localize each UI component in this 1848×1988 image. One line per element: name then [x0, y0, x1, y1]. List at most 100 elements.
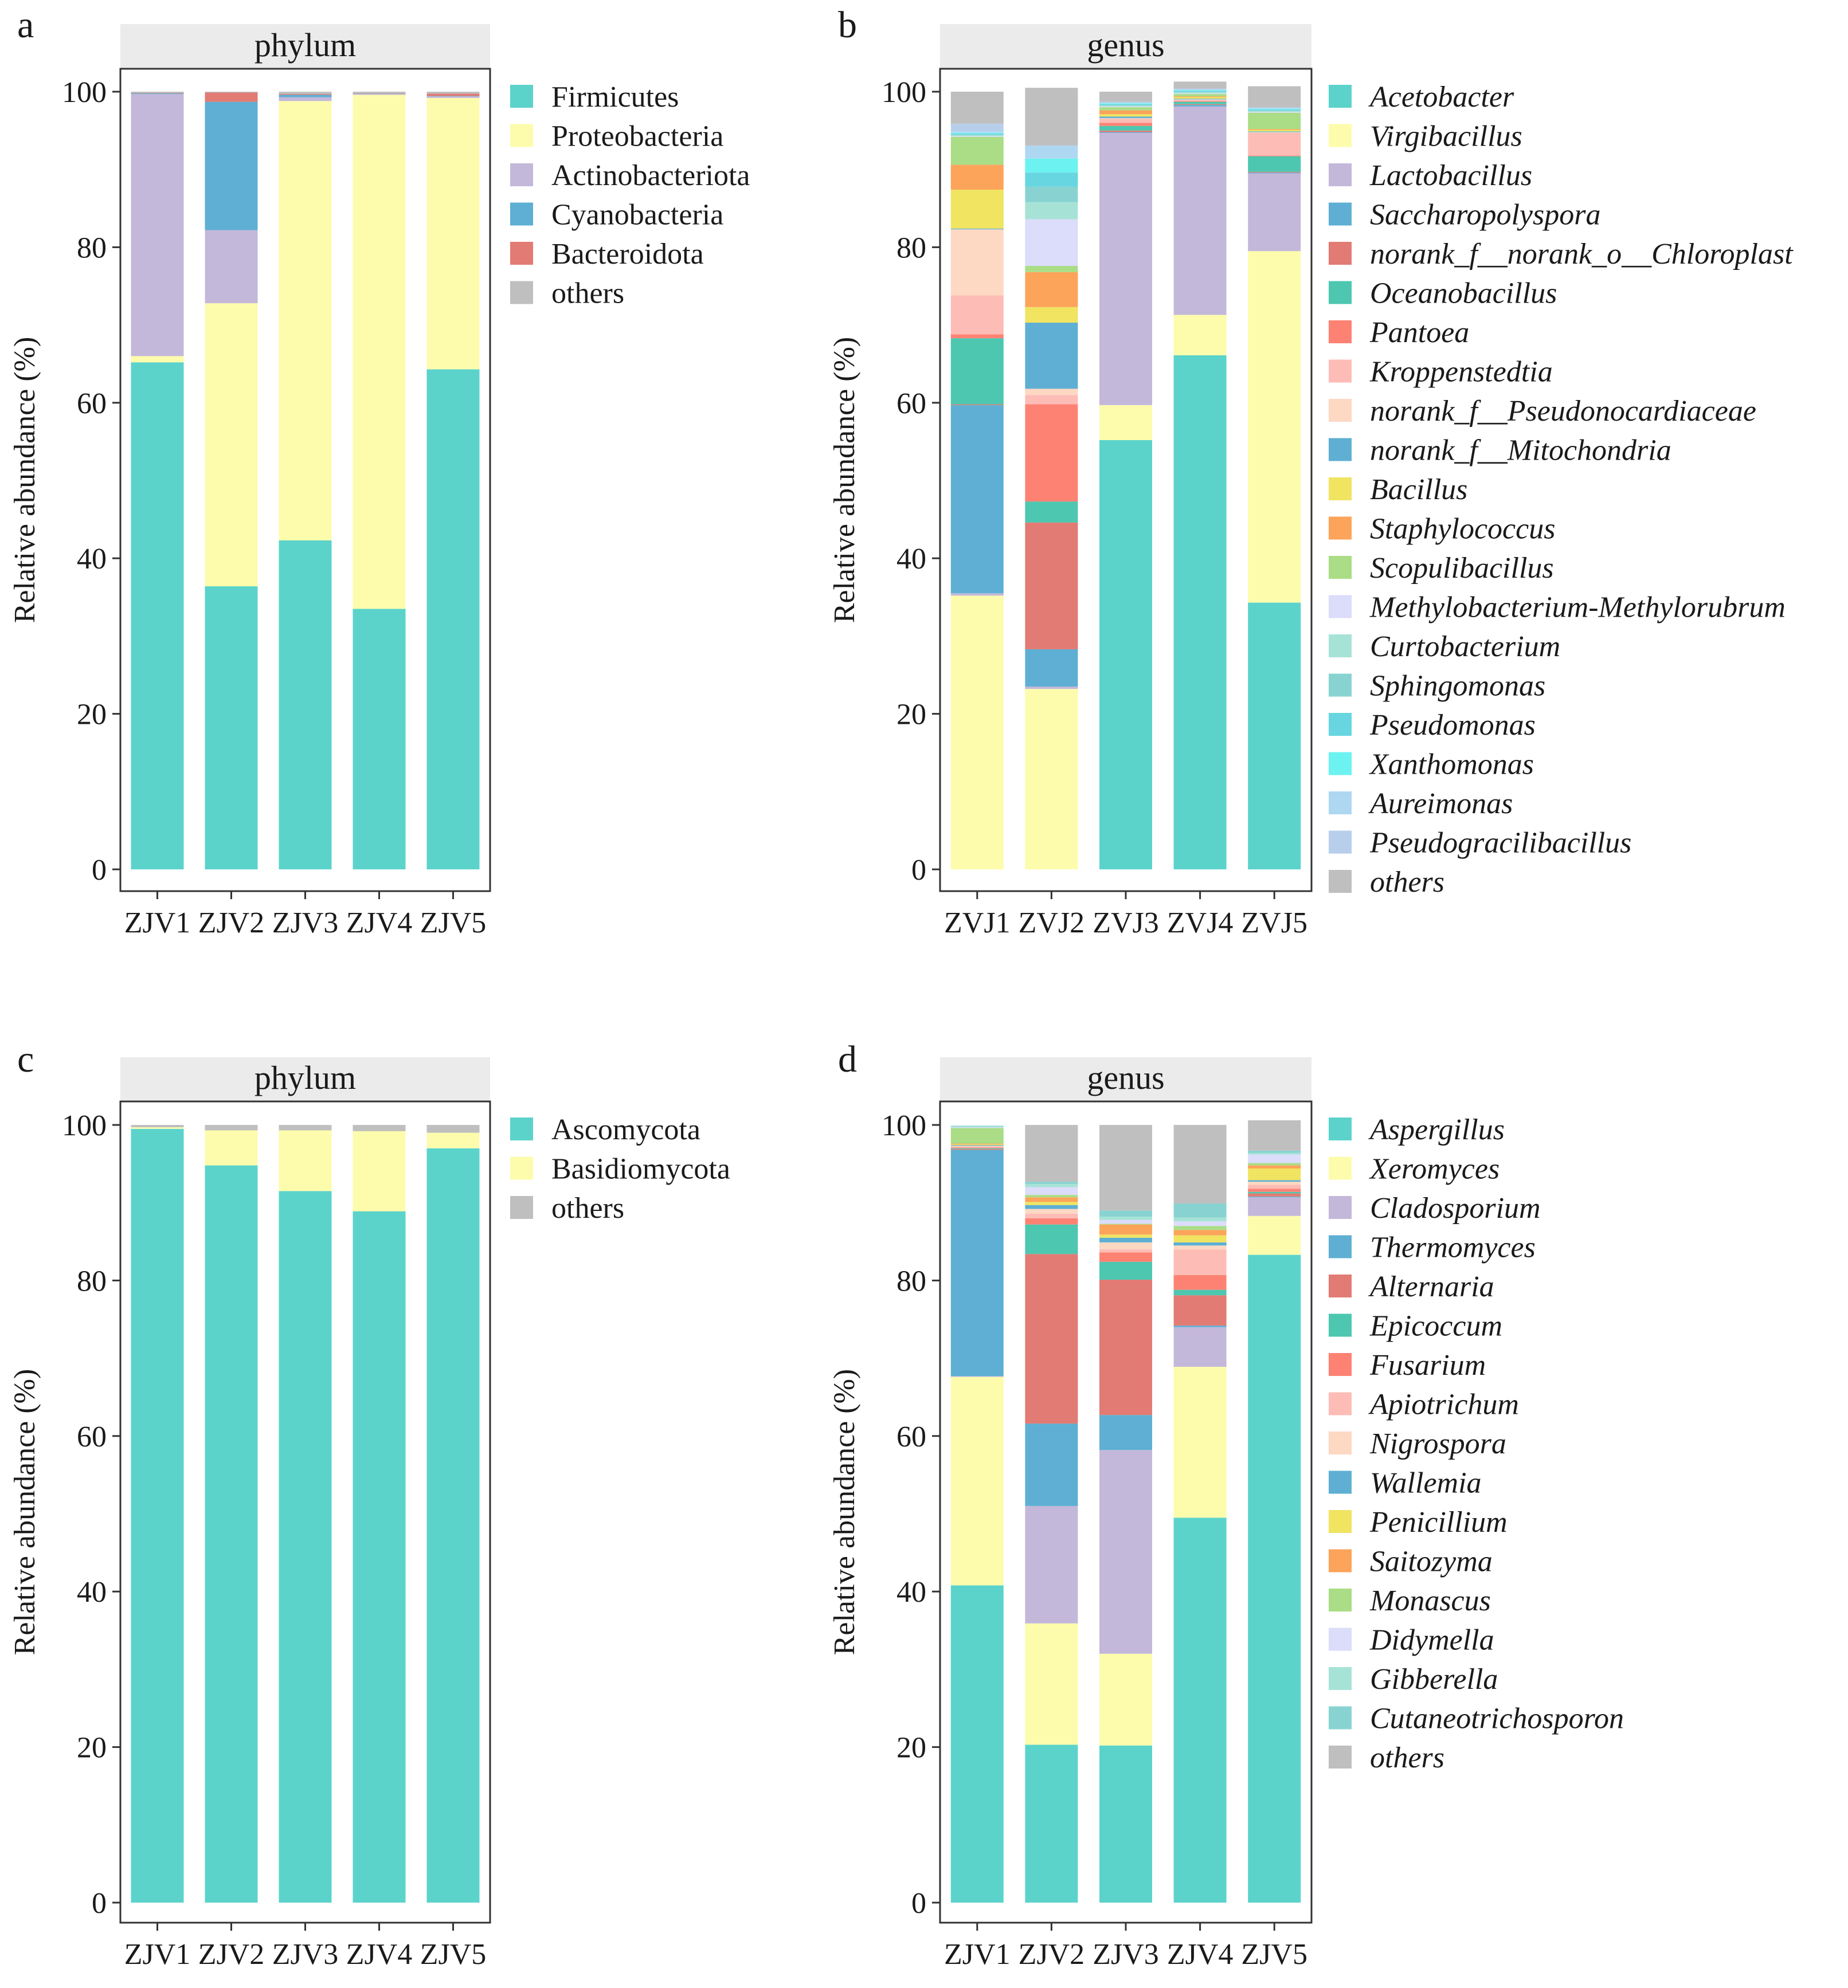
bar-segment	[205, 1130, 258, 1166]
bar-segment	[950, 136, 1004, 165]
bar-segment	[1025, 307, 1078, 323]
legend-key	[1329, 1353, 1352, 1376]
bar-segment	[1248, 1193, 1301, 1197]
bar-segment	[1173, 1327, 1227, 1367]
legend-key	[510, 1156, 533, 1180]
bar-segment	[1099, 440, 1152, 869]
y-tick-label: 60	[77, 1421, 107, 1453]
bar-segment	[1099, 1252, 1152, 1262]
legend-key	[1329, 1471, 1352, 1494]
bar-segment	[426, 93, 480, 96]
legend-label: Cladosporium	[1370, 1192, 1541, 1225]
legend-label: Nigrospora	[1369, 1428, 1506, 1460]
bar-segment	[1025, 1187, 1078, 1195]
bar-segment	[426, 96, 480, 98]
bar-segment	[1099, 105, 1152, 107]
bar-segment	[1025, 1125, 1078, 1182]
bar-segment	[1099, 130, 1152, 132]
y-tick-label: 60	[896, 387, 926, 420]
bar-segment	[279, 92, 332, 95]
bar-segment	[1173, 1367, 1227, 1518]
bar-segment	[1173, 91, 1227, 92]
bar-segment	[1099, 107, 1152, 111]
x-tick-label: ZJV5	[1241, 1938, 1307, 1971]
bar-segment	[353, 94, 406, 95]
bar-segment	[131, 1127, 184, 1129]
x-tick-label: ZJV1	[124, 907, 191, 939]
y-axis-title: Relative abundance (%)	[828, 337, 861, 624]
bar-segment	[1025, 186, 1078, 202]
legend-key	[1329, 556, 1352, 579]
bar-segment	[1025, 1424, 1078, 1506]
bar-segment	[1173, 96, 1227, 97]
x-tick-label: ZJV2	[1019, 1938, 1085, 1971]
bar-segment	[1099, 1217, 1152, 1220]
y-tick-label: 100	[62, 1109, 107, 1142]
facet-strip	[120, 24, 490, 69]
bar-segment	[950, 229, 1004, 296]
bar-segment	[1025, 404, 1078, 502]
bar-segment	[1248, 1150, 1301, 1153]
legend-label: others	[1370, 866, 1444, 899]
x-tick-label: ZJV3	[272, 1938, 339, 1971]
bar-segment	[1173, 97, 1227, 99]
x-tick-label: ZJV5	[420, 1938, 487, 1971]
legend-key	[1329, 516, 1352, 540]
bar-segment	[1025, 689, 1078, 869]
legend-key	[1329, 1235, 1352, 1258]
bar-segment	[1025, 1505, 1078, 1624]
bar-segment	[950, 1147, 1004, 1148]
bar-segment	[950, 593, 1004, 596]
bar-segment	[1248, 130, 1301, 132]
bar-segment	[1025, 395, 1078, 405]
bar-segment	[1173, 1518, 1227, 1903]
legend-label: Bacteroidota	[551, 238, 704, 270]
bar-segment	[950, 1128, 1004, 1144]
bar-segment	[1248, 156, 1301, 172]
legend-label: Virgibacillus	[1370, 120, 1522, 153]
bar-segment	[1099, 1234, 1152, 1238]
bar-segment	[1173, 89, 1227, 91]
legend-label: Staphylococcus	[1370, 513, 1555, 546]
x-tick-label: ZJV4	[346, 907, 413, 939]
legend-label: Fusarium	[1369, 1349, 1486, 1382]
x-tick-label: ZJV1	[944, 1938, 1011, 1971]
legend-label: Aspergillus	[1368, 1113, 1505, 1146]
legend-key	[1329, 713, 1352, 736]
bar-segment	[426, 369, 480, 869]
bar-segment	[1099, 119, 1152, 123]
legend-key	[1329, 1196, 1352, 1219]
legend-label: Acetobacter	[1368, 81, 1514, 113]
panel-letter-c: c	[17, 1038, 34, 1080]
bar-segment	[1173, 1275, 1227, 1290]
legend-label: Curtobacterium	[1370, 630, 1560, 663]
bar-segment	[1025, 522, 1078, 649]
legend-label: Ascomycota	[551, 1113, 700, 1146]
bar-segment	[950, 334, 1004, 339]
bar-segment	[205, 92, 258, 102]
bar-segment	[1248, 155, 1301, 156]
bar-segment	[1173, 1326, 1227, 1327]
bar-segment	[1248, 132, 1301, 156]
bar-segment	[1099, 1242, 1152, 1250]
legend-key	[1329, 870, 1352, 893]
bar-segment	[1025, 1213, 1078, 1218]
bar-segment	[131, 362, 184, 869]
legend-key	[1329, 1156, 1352, 1180]
legend-label: Bacillus	[1370, 473, 1467, 506]
bar-segment	[426, 97, 480, 370]
legend-key	[510, 202, 533, 226]
bar-segment	[353, 95, 406, 609]
bar-segment	[1173, 355, 1227, 869]
bar-segment	[205, 1165, 258, 1903]
bar-segment	[353, 93, 406, 94]
legend-key	[1329, 1746, 1352, 1769]
y-tick-label: 60	[896, 1421, 926, 1453]
bar-segment	[1173, 1249, 1227, 1275]
bar-segment	[1173, 92, 1227, 93]
legend-label: Gibberella	[1370, 1663, 1498, 1696]
bar-segment	[1099, 1280, 1152, 1415]
bar-segment	[950, 1148, 1004, 1150]
bar-segment	[279, 95, 332, 97]
